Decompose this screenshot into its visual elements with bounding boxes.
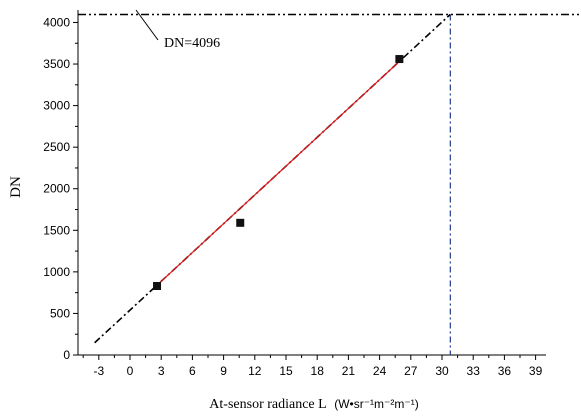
x-tick-label: 18 <box>311 364 325 378</box>
x-tick-label: 30 <box>435 364 449 378</box>
data-point <box>236 218 245 227</box>
x-tick-label: 36 <box>498 364 512 378</box>
y-tick-label: 500 <box>50 306 70 320</box>
y-tick-label: 1000 <box>43 265 70 279</box>
y-tick-label: 1500 <box>43 223 70 237</box>
y-tick-label: 3500 <box>43 57 70 71</box>
dn-annotation: DN=4096 <box>164 36 220 51</box>
x-tick-label: 3 <box>158 364 165 378</box>
data-point <box>153 282 162 290</box>
x-tick-label: 0 <box>127 364 134 378</box>
y-tick-label: 4000 <box>43 15 70 29</box>
y-axis-label: DN <box>8 176 24 198</box>
annotation-pointer <box>135 9 159 41</box>
x-tick-label: 33 <box>467 364 481 378</box>
x-tick-label: 24 <box>373 364 387 378</box>
y-tick-label: 2500 <box>43 140 70 154</box>
y-tick-label: 3000 <box>43 99 70 113</box>
plot-area <box>78 9 581 355</box>
x-tick-label: 15 <box>279 364 293 378</box>
x-tick-label: 21 <box>342 364 356 378</box>
fit-line <box>156 60 400 286</box>
y-tick-label: 2000 <box>43 182 70 196</box>
x-axis-label: At-sensor radiance L (W•sr⁻¹m⁻²m⁻¹) <box>209 397 418 412</box>
x-tick-label: 12 <box>248 364 262 378</box>
data-point <box>395 55 404 64</box>
x-tick-label: 39 <box>529 364 543 378</box>
x-tick-label: -3 <box>93 364 104 378</box>
x-axis-label-prefix: At-sensor radiance L <box>209 397 326 412</box>
y-tick-label: 0 <box>63 348 70 362</box>
x-axis-label-units: (W•sr⁻¹m⁻²m⁻¹) <box>334 397 419 411</box>
x-tick-label: 6 <box>189 364 196 378</box>
x-tick-label: 9 <box>220 364 227 378</box>
x-tick-label: 27 <box>404 364 418 378</box>
